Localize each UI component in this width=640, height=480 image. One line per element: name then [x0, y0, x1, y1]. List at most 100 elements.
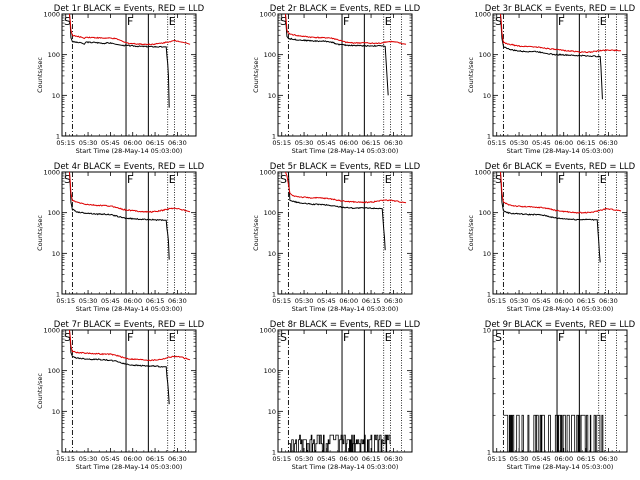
x-tick-label: 05:30 — [79, 297, 98, 305]
x-tick-label: 06:15 — [146, 455, 165, 463]
series-lld — [284, 172, 407, 204]
x-tick-label: 05:45 — [317, 297, 336, 305]
x-axis-label: Start Time (28-May-14 05:03:00) — [76, 463, 183, 471]
plot-frame — [277, 171, 413, 295]
panel-5: Det 5r BLACK = Events, RED = LLD 1 10 100 10… — [252, 162, 421, 313]
y-tick-label: 1 — [272, 449, 276, 457]
y-axis-label: Counts/sec — [36, 215, 44, 251]
x-tick-label: 05:15 — [56, 297, 75, 305]
x-tick-label: 05:30 — [79, 139, 98, 147]
marker-label-e: E — [385, 173, 392, 186]
y-axis-label: Counts/sec — [252, 57, 260, 93]
x-tick-label: 06:00 — [339, 455, 358, 463]
x-tick-label: 06:15 — [362, 297, 381, 305]
series-group — [499, 172, 622, 263]
marker-label-e: E — [600, 15, 607, 28]
y-axis-label: Counts/sec — [36, 57, 44, 93]
y-tick-label: 1000 — [43, 327, 60, 335]
x-tick-label: 05:45 — [532, 297, 551, 305]
x-tick-label: 06:30 — [384, 455, 403, 463]
marker-label-f: F — [558, 173, 564, 186]
y-tick-label: 10 — [268, 250, 276, 258]
x-tick-label: 06:15 — [577, 455, 596, 463]
marker-label-s: S — [280, 15, 287, 28]
y-tick-label: 1000 — [474, 169, 491, 177]
x-tick-label: 05:45 — [101, 139, 120, 147]
x-tick-label: 05:15 — [56, 139, 75, 147]
panel-title: Det 8r BLACK = Events, RED = LLD — [270, 320, 421, 330]
y-tick-label: 100 — [48, 209, 60, 217]
marker-label-e: E — [169, 173, 176, 186]
x-tick-label: 05:15 — [56, 455, 75, 463]
x-tick-label: 05:15 — [487, 297, 506, 305]
x-axis-label: Start Time (28-May-14 05:03:00) — [76, 305, 183, 313]
x-tick-label: 06:15 — [362, 139, 381, 147]
y-tick-label: 10 — [52, 408, 60, 416]
marker-label-s: S — [495, 173, 502, 186]
y-tick-label: 100 — [479, 209, 491, 217]
marker-label-f: F — [343, 331, 349, 344]
marker-label-f: F — [127, 331, 133, 344]
plot-frame — [61, 171, 197, 295]
y-tick-label: 1 — [56, 133, 60, 141]
x-tick-label: 05:15 — [272, 297, 291, 305]
x-tick-label: 05:30 — [295, 297, 314, 305]
panel-1: Det 1r BLACK = Events, RED = LLD 1 10 100 10… — [36, 4, 205, 155]
panel-6: Det 6r BLACK = Events, RED = LLD 1 10 100 10… — [467, 162, 636, 313]
y-tick-label: 1000 — [259, 11, 276, 19]
y-axis-label: Counts/sec — [467, 215, 475, 251]
series-events — [499, 14, 603, 100]
x-tick-label: 06:30 — [168, 139, 187, 147]
marker-label-s: S — [280, 173, 287, 186]
y-tick-label: 1 — [272, 291, 276, 299]
marker-label-e: E — [385, 15, 392, 28]
series-group — [68, 14, 191, 108]
x-tick-label: 06:30 — [599, 455, 618, 463]
x-tick-label: 06:15 — [362, 455, 381, 463]
x-tick-label: 05:15 — [487, 455, 506, 463]
x-tick-label: 05:30 — [510, 455, 529, 463]
y-tick-label: 1000 — [43, 169, 60, 177]
y-tick-label: 100 — [264, 209, 276, 217]
series-lld — [68, 14, 191, 46]
series-events — [68, 14, 170, 108]
series-group — [284, 14, 407, 96]
x-tick-label: 06:30 — [599, 139, 618, 147]
panel-4: Det 4r BLACK = Events, RED = LLD 1 10 100 10… — [36, 162, 205, 313]
y-tick-label: 10 — [268, 408, 276, 416]
x-tick-label: 06:30 — [599, 297, 618, 305]
x-tick-label: 06:30 — [168, 297, 187, 305]
marker-label-f: F — [343, 173, 349, 186]
y-tick-label: 1000 — [259, 327, 276, 335]
marker-label-s: S — [495, 15, 502, 28]
marker-label-e: E — [385, 331, 392, 344]
y-tick-label: 10 — [483, 327, 491, 335]
marker-label-e: E — [169, 331, 176, 344]
series-group — [68, 330, 191, 405]
marker-label-e: E — [600, 173, 607, 186]
x-tick-label: 06:15 — [577, 139, 596, 147]
plot-frame — [277, 13, 413, 137]
panel-2: Det 2r BLACK = Events, RED = LLD 1 10 100 10… — [252, 4, 421, 155]
series-lld — [284, 14, 407, 45]
x-tick-label: 05:15 — [272, 455, 291, 463]
series-group — [68, 172, 191, 260]
series-events-bursts — [503, 414, 606, 452]
x-tick-label: 06:00 — [339, 297, 358, 305]
panel-title: Det 9r BLACK = Events, RED = LLD — [485, 320, 636, 330]
x-tick-label: 05:45 — [317, 139, 336, 147]
y-tick-label: 1000 — [43, 11, 60, 19]
x-axis-label: Start Time (28-May-14 05:03:00) — [507, 305, 614, 313]
x-tick-label: 05:30 — [79, 455, 98, 463]
series-group — [288, 434, 391, 452]
plot-frame — [61, 13, 197, 137]
series-events-bursts — [288, 434, 391, 452]
marker-label-s: S — [64, 331, 71, 344]
x-tick-label: 05:45 — [532, 139, 551, 147]
x-tick-label: 06:30 — [384, 297, 403, 305]
panel-title: Det 6r BLACK = Events, RED = LLD — [485, 162, 636, 172]
y-axis-label: Counts/sec — [467, 57, 475, 93]
panel-title: Det 4r BLACK = Events, RED = LLD — [54, 162, 205, 172]
x-tick-label: 06:00 — [123, 139, 142, 147]
y-tick-label: 100 — [479, 51, 491, 59]
